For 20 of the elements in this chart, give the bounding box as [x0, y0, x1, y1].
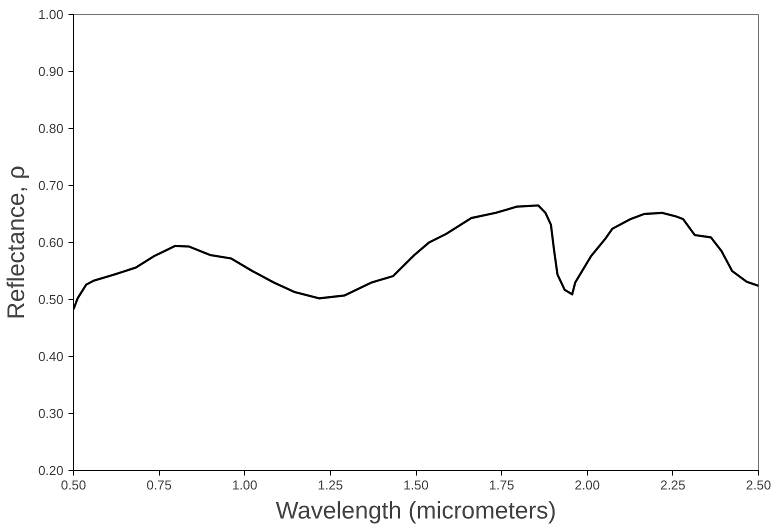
x-tick-label: 1.00 [232, 478, 258, 492]
y-tick-label: 0.50 [38, 292, 64, 307]
x-tick-label: 2.50 [746, 478, 772, 492]
y-tick-label: 0.30 [38, 406, 64, 421]
y-tick-label: 0.20 [38, 463, 64, 478]
x-tick-label: 2.25 [660, 478, 686, 492]
x-tick-label: 0.50 [60, 478, 86, 492]
x-tick-label: 1.25 [318, 478, 344, 492]
y-tick-label: 0.70 [38, 178, 64, 193]
x-tick-label: 1.50 [403, 478, 429, 492]
y-tick-label: 0.90 [38, 64, 64, 79]
y-tick-label: 0.60 [38, 235, 64, 250]
y-tick-label: 0.40 [38, 349, 64, 364]
x-tick-label: 1.75 [488, 478, 514, 492]
y-axis-title: Reflectance, ρ [3, 166, 30, 320]
x-tick-label: 0.75 [146, 478, 172, 492]
y-tick-label: 1.00 [38, 7, 64, 22]
x-tick-label: 2.00 [574, 478, 600, 492]
x-axis-title: Wavelength (micrometers) [276, 498, 556, 524]
y-tick-label: 0.80 [38, 121, 64, 136]
